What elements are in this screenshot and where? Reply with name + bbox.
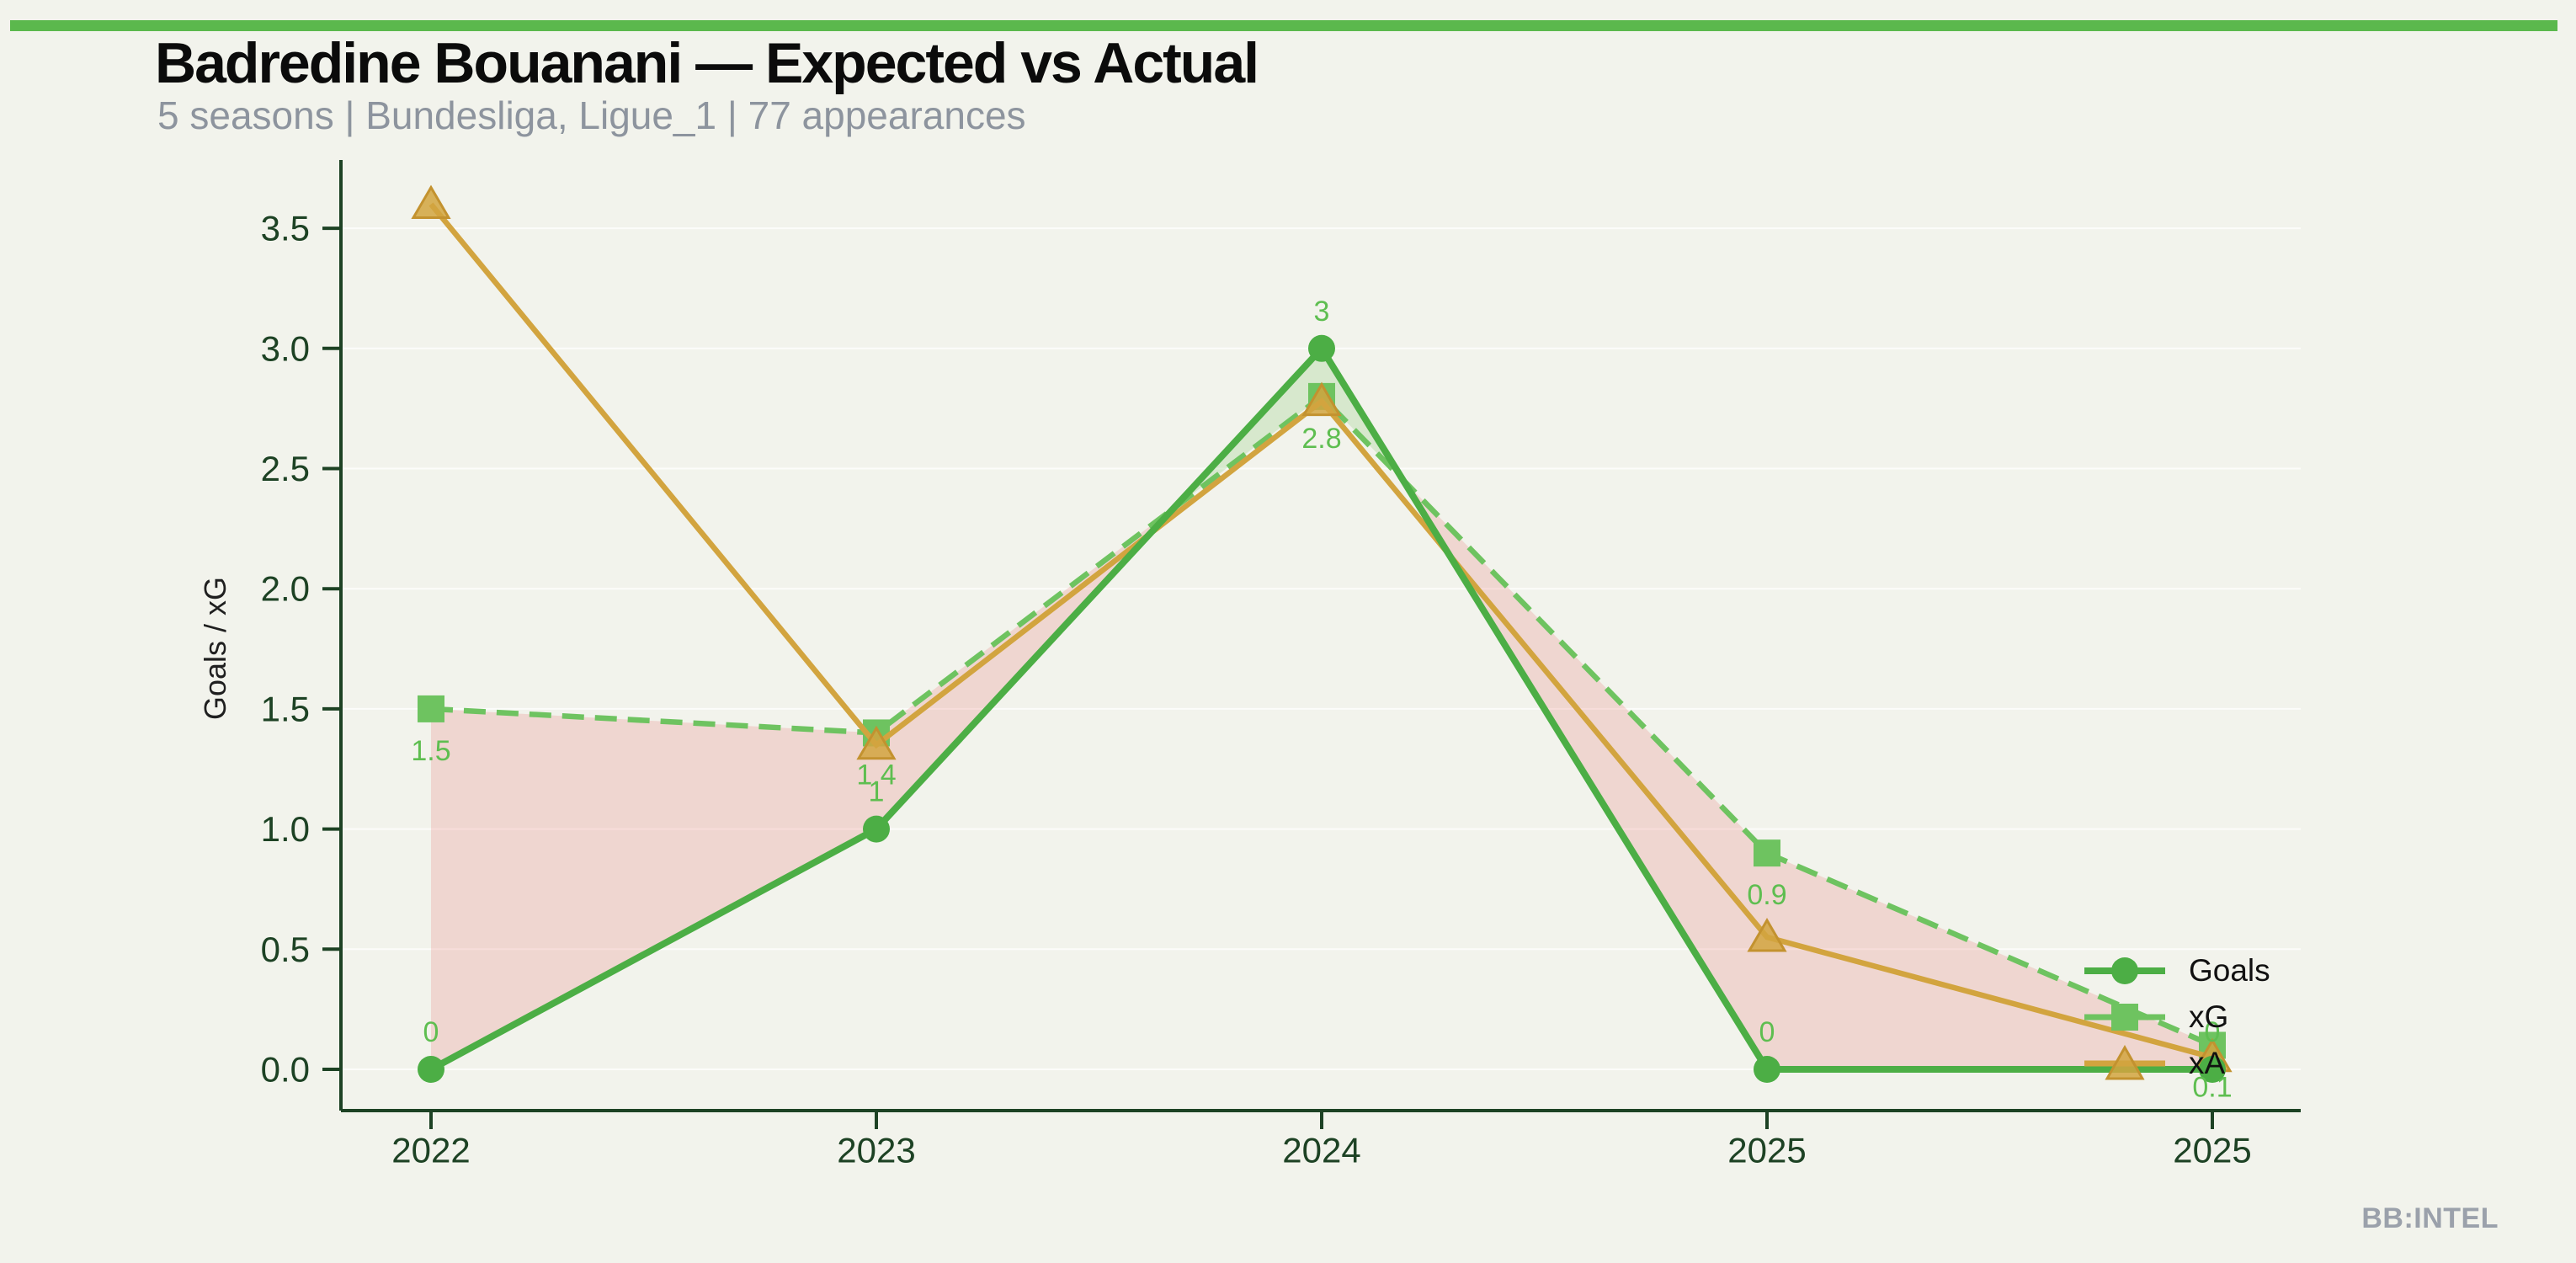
xg-point-label: 0.1 <box>2192 1071 2232 1103</box>
xa-marker <box>411 184 451 220</box>
goals-marker <box>418 1056 444 1083</box>
y-tick-label: 3.5 <box>261 209 310 248</box>
xg-point-label: 2.8 <box>1301 423 1341 455</box>
x-tick-label: 2025 <box>1727 1131 1806 1170</box>
y-tick-label: 2.5 <box>261 449 310 488</box>
xg-line-square-icon <box>2084 1003 2165 1031</box>
y-tick-label: 0.5 <box>261 930 310 969</box>
goals-point-label: 0 <box>2205 1016 2221 1048</box>
legend-row-xa: xA <box>2081 1040 2270 1086</box>
watermark: BB:INTEL <box>2361 1202 2499 1234</box>
legend-label-xg: xG <box>2189 999 2229 1034</box>
y-tick-label: 3.0 <box>261 328 310 368</box>
y-tick-label: 1.5 <box>261 689 310 728</box>
x-tick-label: 2025 <box>2173 1131 2251 1170</box>
goals-point-label: 3 <box>1314 296 1330 328</box>
legend-row-xg: xG <box>2081 994 2270 1040</box>
page-subtitle: 5 seasons | Bundesliga, Ligue_1 | 77 app… <box>157 93 1026 137</box>
legend-label-goals: Goals <box>2189 952 2270 988</box>
goals-point-label: 1 <box>869 776 885 808</box>
legend-label-xa: xA <box>2189 1045 2226 1080</box>
goals-marker <box>1754 1056 1780 1083</box>
xa-marker <box>1301 381 1342 417</box>
xa-line-triangle-icon <box>2084 1044 2165 1079</box>
deficit-fill <box>431 708 876 1069</box>
legend-row-goals: Goals <box>2081 947 2270 994</box>
goals-point-label: 0 <box>1759 1016 1775 1048</box>
xa-line <box>428 202 2213 1060</box>
goals-point-label: 0 <box>423 1016 439 1048</box>
y-tick-label: 1.0 <box>261 809 310 849</box>
y-tick-label: 0.0 <box>261 1050 310 1090</box>
page-title: Badredine Bouanani — Expected vs Actual <box>155 31 1259 95</box>
xg-point-label: 1.4 <box>856 759 896 791</box>
goals-marker <box>1308 334 1335 362</box>
x-tick-label: 2022 <box>391 1131 470 1170</box>
x-tick-label: 2024 <box>1282 1131 1360 1170</box>
xg-marker <box>1754 839 1780 867</box>
y-tick-label: 2.0 <box>261 569 310 609</box>
goals-line-circle-icon <box>2084 957 2165 984</box>
xa-marker <box>1747 918 1787 952</box>
accent-top-bar <box>10 20 2557 31</box>
xg-point-label: 0.9 <box>1747 879 1786 911</box>
goals-marker <box>2199 1056 2226 1083</box>
x-tick-label: 2023 <box>837 1131 915 1170</box>
goals-marker <box>863 815 890 843</box>
xg-point-label: 1.5 <box>411 735 450 767</box>
y-axis-title: Goals / xG <box>198 576 232 721</box>
xa-marker <box>856 725 897 760</box>
legend: Goals xG xA <box>2081 947 2270 1086</box>
xg-marker <box>418 695 444 722</box>
